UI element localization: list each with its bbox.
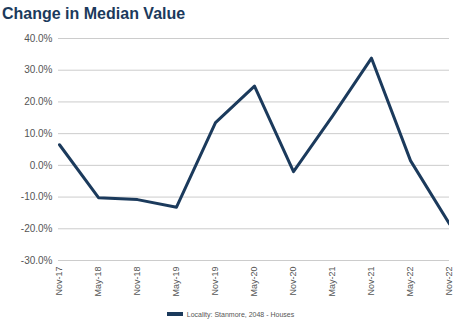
svg-text:-10.0%: -10.0% <box>21 191 53 202</box>
svg-text:Nov-17: Nov-17 <box>54 267 64 296</box>
html-text:Locality: Stanmore, 2048 - Hou: Locality: Stanmore, 2048 - Houses <box>186 310 295 318</box>
html-text:Change in Median Value: Change in Median Value <box>2 5 186 22</box>
svg-text:Nov-20: Nov-20 <box>288 267 298 296</box>
svg-text:-20.0%: -20.0% <box>21 223 53 234</box>
svg-text:40.0%: 40.0% <box>24 33 52 44</box>
svg-text:Nov-22: Nov-22 <box>444 267 454 296</box>
svg-text:May-18: May-18 <box>93 267 103 297</box>
svg-text:20.0%: 20.0% <box>24 96 52 107</box>
svg-text:Nov-19: Nov-19 <box>210 267 220 296</box>
svg-text:Nov-18: Nov-18 <box>132 267 142 296</box>
svg-text:May-21: May-21 <box>327 267 337 297</box>
svg-text:-30.0%: -30.0% <box>21 255 53 266</box>
svg-text:May-19: May-19 <box>171 267 181 297</box>
svg-text:30.0%: 30.0% <box>24 64 52 75</box>
svg-text:Nov-21: Nov-21 <box>366 267 376 296</box>
svg-text:0.0%: 0.0% <box>30 160 53 171</box>
svg-text:10.0%: 10.0% <box>24 128 52 139</box>
svg-text:May-20: May-20 <box>249 267 259 297</box>
svg-text:May-22: May-22 <box>405 267 415 297</box>
